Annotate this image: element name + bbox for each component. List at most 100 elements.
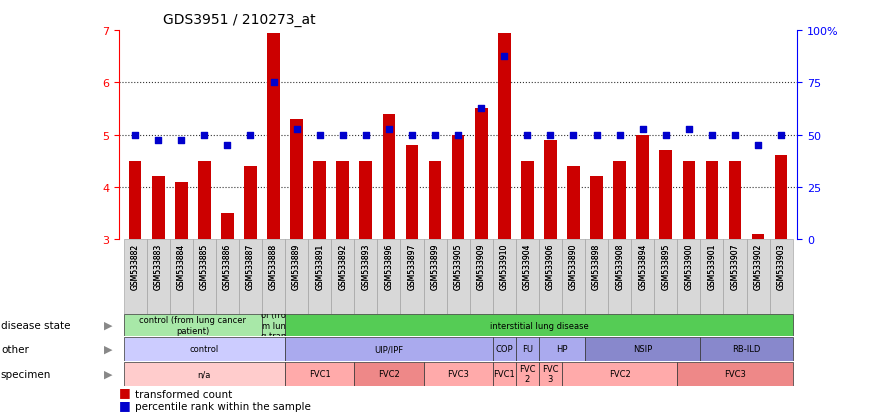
FancyBboxPatch shape [331, 240, 354, 314]
Bar [123, 314, 262, 336]
Bar [285, 362, 354, 386]
FancyBboxPatch shape [723, 240, 746, 314]
FancyBboxPatch shape [655, 240, 677, 314]
Text: GSM533884: GSM533884 [177, 243, 186, 290]
Point [636, 127, 650, 133]
Bar [492, 337, 515, 361]
Text: ■: ■ [119, 398, 135, 411]
Bar [544, 140, 557, 240]
FancyBboxPatch shape [700, 240, 723, 314]
FancyBboxPatch shape [308, 240, 331, 314]
FancyBboxPatch shape [447, 240, 470, 314]
Bar [515, 362, 539, 386]
Bar [285, 337, 492, 361]
Text: percentile rank within the sample: percentile rank within the sample [135, 401, 311, 411]
Bar [515, 337, 539, 361]
Text: GSM533902: GSM533902 [753, 243, 763, 290]
FancyBboxPatch shape [354, 240, 377, 314]
Text: GSM533897: GSM533897 [408, 243, 417, 290]
Point [359, 132, 373, 139]
Text: NSIP: NSIP [633, 344, 652, 354]
Point [313, 132, 327, 139]
Text: GSM533890: GSM533890 [569, 243, 578, 290]
Text: GSM533885: GSM533885 [200, 243, 209, 290]
Text: GSM533891: GSM533891 [315, 243, 324, 290]
Text: contr
ol (fro
m lun
g tran
s: contr ol (fro m lun g tran s [261, 300, 286, 351]
Bar [123, 362, 285, 386]
Text: transformed count: transformed count [135, 389, 232, 399]
Point [197, 132, 211, 139]
Bar [613, 161, 626, 240]
Text: GSM533882: GSM533882 [130, 243, 139, 289]
Bar [729, 161, 741, 240]
FancyBboxPatch shape [470, 240, 492, 314]
Text: GSM533908: GSM533908 [615, 243, 624, 290]
Point [521, 132, 535, 139]
Text: GSM533910: GSM533910 [500, 243, 508, 290]
Text: GSM533887: GSM533887 [246, 243, 255, 290]
Text: GSM533900: GSM533900 [685, 243, 693, 290]
Bar [683, 161, 695, 240]
FancyBboxPatch shape [216, 240, 239, 314]
FancyBboxPatch shape [562, 240, 585, 314]
Bar [452, 135, 464, 240]
Bar [337, 161, 349, 240]
Bar [152, 177, 165, 240]
Bar [314, 161, 326, 240]
Text: GSM533894: GSM533894 [638, 243, 648, 290]
Bar [475, 109, 487, 240]
Text: GSM533898: GSM533898 [592, 243, 601, 290]
FancyBboxPatch shape [170, 240, 193, 314]
Text: GSM533909: GSM533909 [477, 243, 485, 290]
Text: FVC2: FVC2 [378, 369, 400, 378]
Bar [492, 362, 515, 386]
Text: GSM533889: GSM533889 [292, 243, 301, 290]
Text: GSM533910: GSM533910 [500, 243, 508, 290]
Point [381, 127, 396, 133]
Bar [123, 337, 285, 361]
Bar [774, 156, 788, 240]
Point [659, 132, 673, 139]
Text: ■: ■ [119, 386, 135, 399]
Point [728, 132, 742, 139]
Text: GSM533906: GSM533906 [546, 243, 555, 290]
Point [612, 132, 626, 139]
Bar [706, 161, 718, 240]
Bar [129, 161, 142, 240]
Point [589, 132, 603, 139]
Text: GSM533889: GSM533889 [292, 243, 301, 290]
Text: GSM533892: GSM533892 [338, 243, 347, 290]
FancyBboxPatch shape [123, 240, 146, 314]
Text: GSM533896: GSM533896 [384, 243, 394, 290]
FancyBboxPatch shape [492, 240, 515, 314]
Text: GSM533901: GSM533901 [707, 243, 716, 290]
Point [497, 54, 511, 60]
Text: GSM533900: GSM533900 [685, 243, 693, 290]
Text: FVC
3: FVC 3 [542, 364, 559, 383]
Point [290, 127, 304, 133]
Bar [498, 33, 511, 240]
Text: FU: FU [522, 344, 533, 354]
Text: GSM533904: GSM533904 [522, 243, 532, 290]
Point [451, 132, 465, 139]
Text: interstitial lung disease: interstitial lung disease [490, 321, 589, 330]
Bar [290, 120, 303, 240]
Text: ▶: ▶ [104, 344, 113, 354]
Text: GSM533893: GSM533893 [361, 243, 370, 290]
Text: GSM533904: GSM533904 [522, 243, 532, 290]
Bar [405, 146, 418, 240]
FancyBboxPatch shape [770, 240, 793, 314]
Bar [359, 161, 372, 240]
Text: GSM533886: GSM533886 [223, 243, 232, 290]
FancyBboxPatch shape [424, 240, 447, 314]
Text: GSM533901: GSM533901 [707, 243, 716, 290]
Bar [221, 214, 233, 240]
Text: GSM533895: GSM533895 [662, 243, 670, 290]
Text: other: other [1, 344, 29, 354]
Bar [244, 166, 256, 240]
FancyBboxPatch shape [608, 240, 631, 314]
Text: GSM533898: GSM533898 [592, 243, 601, 290]
Point [774, 132, 788, 139]
Point [220, 142, 234, 149]
Text: GSM533887: GSM533887 [246, 243, 255, 290]
